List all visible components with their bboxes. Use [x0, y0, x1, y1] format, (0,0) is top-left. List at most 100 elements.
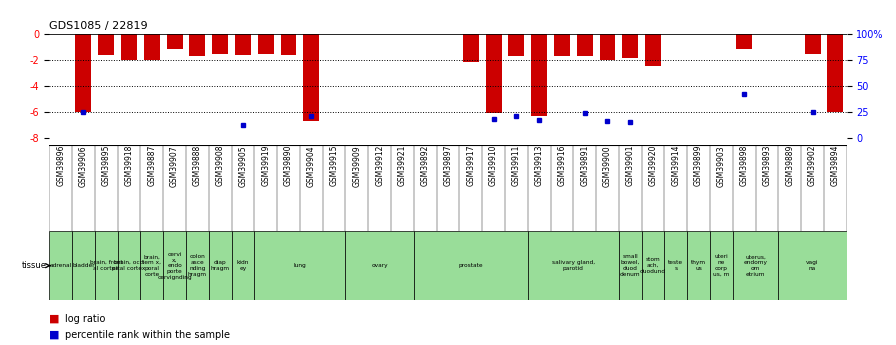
- Text: GSM39913: GSM39913: [535, 145, 544, 186]
- Bar: [209, 231, 231, 300]
- Text: log ratio: log ratio: [65, 314, 106, 324]
- Text: adrenal: adrenal: [49, 263, 72, 268]
- Bar: [163, 231, 186, 300]
- Text: GSM39900: GSM39900: [603, 145, 612, 187]
- Text: teste
s: teste s: [668, 260, 684, 271]
- Text: GSM39911: GSM39911: [512, 145, 521, 186]
- Bar: [212, 34, 228, 54]
- Text: GSM39902: GSM39902: [808, 145, 817, 186]
- Text: GSM39898: GSM39898: [740, 145, 749, 186]
- Text: GSM39897: GSM39897: [444, 145, 452, 186]
- Text: brain, occi
pital cortex: brain, occi pital cortex: [112, 260, 146, 271]
- Text: GSM39908: GSM39908: [216, 145, 225, 186]
- Bar: [189, 34, 205, 57]
- Text: GSM39914: GSM39914: [671, 145, 680, 186]
- Bar: [280, 34, 297, 55]
- Bar: [486, 34, 502, 114]
- Text: cervi
x,
endo
porte
cervignding: cervi x, endo porte cervignding: [158, 252, 192, 280]
- Text: GSM39918: GSM39918: [125, 145, 134, 186]
- Text: GSM39894: GSM39894: [831, 145, 840, 186]
- Bar: [117, 231, 141, 300]
- Text: GSM39910: GSM39910: [489, 145, 498, 186]
- Bar: [49, 231, 72, 300]
- Bar: [346, 231, 414, 300]
- Text: vagi
na: vagi na: [806, 260, 819, 271]
- Bar: [687, 231, 710, 300]
- Text: GSM39917: GSM39917: [466, 145, 475, 186]
- Text: GSM39890: GSM39890: [284, 145, 293, 186]
- Text: small
bowel,
duod
denum: small bowel, duod denum: [620, 255, 641, 277]
- Text: GSM39899: GSM39899: [694, 145, 703, 186]
- Text: GSM39896: GSM39896: [56, 145, 65, 186]
- Text: GSM39893: GSM39893: [762, 145, 771, 186]
- Text: prostate: prostate: [459, 263, 483, 268]
- Text: GSM39912: GSM39912: [375, 145, 384, 186]
- Bar: [95, 231, 117, 300]
- Text: ■: ■: [49, 330, 60, 339]
- Bar: [72, 231, 95, 300]
- Text: GSM39887: GSM39887: [147, 145, 156, 186]
- Text: uteri
ne
corp
us, m: uteri ne corp us, m: [713, 255, 729, 277]
- Text: GSM39889: GSM39889: [785, 145, 794, 186]
- Bar: [531, 34, 547, 116]
- Text: tissue: tissue: [22, 261, 47, 270]
- Bar: [508, 34, 524, 57]
- Text: GSM39903: GSM39903: [717, 145, 726, 187]
- Text: GSM39904: GSM39904: [306, 145, 315, 187]
- Text: uterus,
endomy
om
etrium: uterus, endomy om etrium: [744, 255, 768, 277]
- Bar: [231, 231, 254, 300]
- Text: brain, front
al cortex: brain, front al cortex: [90, 260, 123, 271]
- Bar: [235, 34, 251, 55]
- Text: GSM39905: GSM39905: [238, 145, 247, 187]
- Text: GSM39888: GSM39888: [193, 145, 202, 186]
- Text: percentile rank within the sample: percentile rank within the sample: [65, 330, 230, 339]
- Text: colon
asce
nding
hragm: colon asce nding hragm: [188, 255, 207, 277]
- Bar: [737, 34, 752, 49]
- Bar: [99, 34, 114, 55]
- Bar: [144, 34, 159, 60]
- Text: bladder: bladder: [73, 263, 95, 268]
- Text: GSM39892: GSM39892: [421, 145, 430, 186]
- Bar: [599, 34, 616, 60]
- Text: stom
ach,
duodund: stom ach, duodund: [640, 257, 666, 274]
- Bar: [710, 231, 733, 300]
- Text: brain,
tem x,
poral
corte: brain, tem x, poral corte: [142, 255, 161, 277]
- Text: salivary gland,
parotid: salivary gland, parotid: [552, 260, 595, 271]
- Bar: [623, 34, 638, 58]
- Bar: [645, 34, 661, 66]
- Bar: [665, 231, 687, 300]
- Bar: [254, 231, 346, 300]
- Text: GSM39891: GSM39891: [581, 145, 590, 186]
- Bar: [733, 231, 779, 300]
- Bar: [463, 34, 478, 62]
- Bar: [554, 34, 570, 57]
- Text: GSM39906: GSM39906: [79, 145, 88, 187]
- Bar: [619, 231, 642, 300]
- Bar: [121, 34, 137, 60]
- Bar: [75, 34, 91, 112]
- Bar: [258, 34, 273, 54]
- Bar: [642, 231, 665, 300]
- Text: ■: ■: [49, 314, 60, 324]
- Text: GSM39895: GSM39895: [102, 145, 111, 186]
- Text: GSM39916: GSM39916: [557, 145, 566, 186]
- Bar: [304, 34, 319, 121]
- Text: GSM39920: GSM39920: [649, 145, 658, 186]
- Text: GSM39907: GSM39907: [170, 145, 179, 187]
- Text: GDS1085 / 22819: GDS1085 / 22819: [49, 21, 148, 31]
- Bar: [577, 34, 592, 57]
- Bar: [141, 231, 163, 300]
- Text: GSM39915: GSM39915: [330, 145, 339, 186]
- Text: kidn
ey: kidn ey: [237, 260, 249, 271]
- Bar: [414, 231, 528, 300]
- Text: thym
us: thym us: [691, 260, 706, 271]
- Text: GSM39921: GSM39921: [398, 145, 407, 186]
- Text: lung: lung: [294, 263, 306, 268]
- Bar: [186, 231, 209, 300]
- Bar: [827, 34, 843, 112]
- Text: GSM39901: GSM39901: [625, 145, 634, 186]
- Text: diap
hragm: diap hragm: [211, 260, 229, 271]
- Text: GSM39909: GSM39909: [352, 145, 361, 187]
- Bar: [167, 34, 183, 49]
- Bar: [805, 34, 821, 54]
